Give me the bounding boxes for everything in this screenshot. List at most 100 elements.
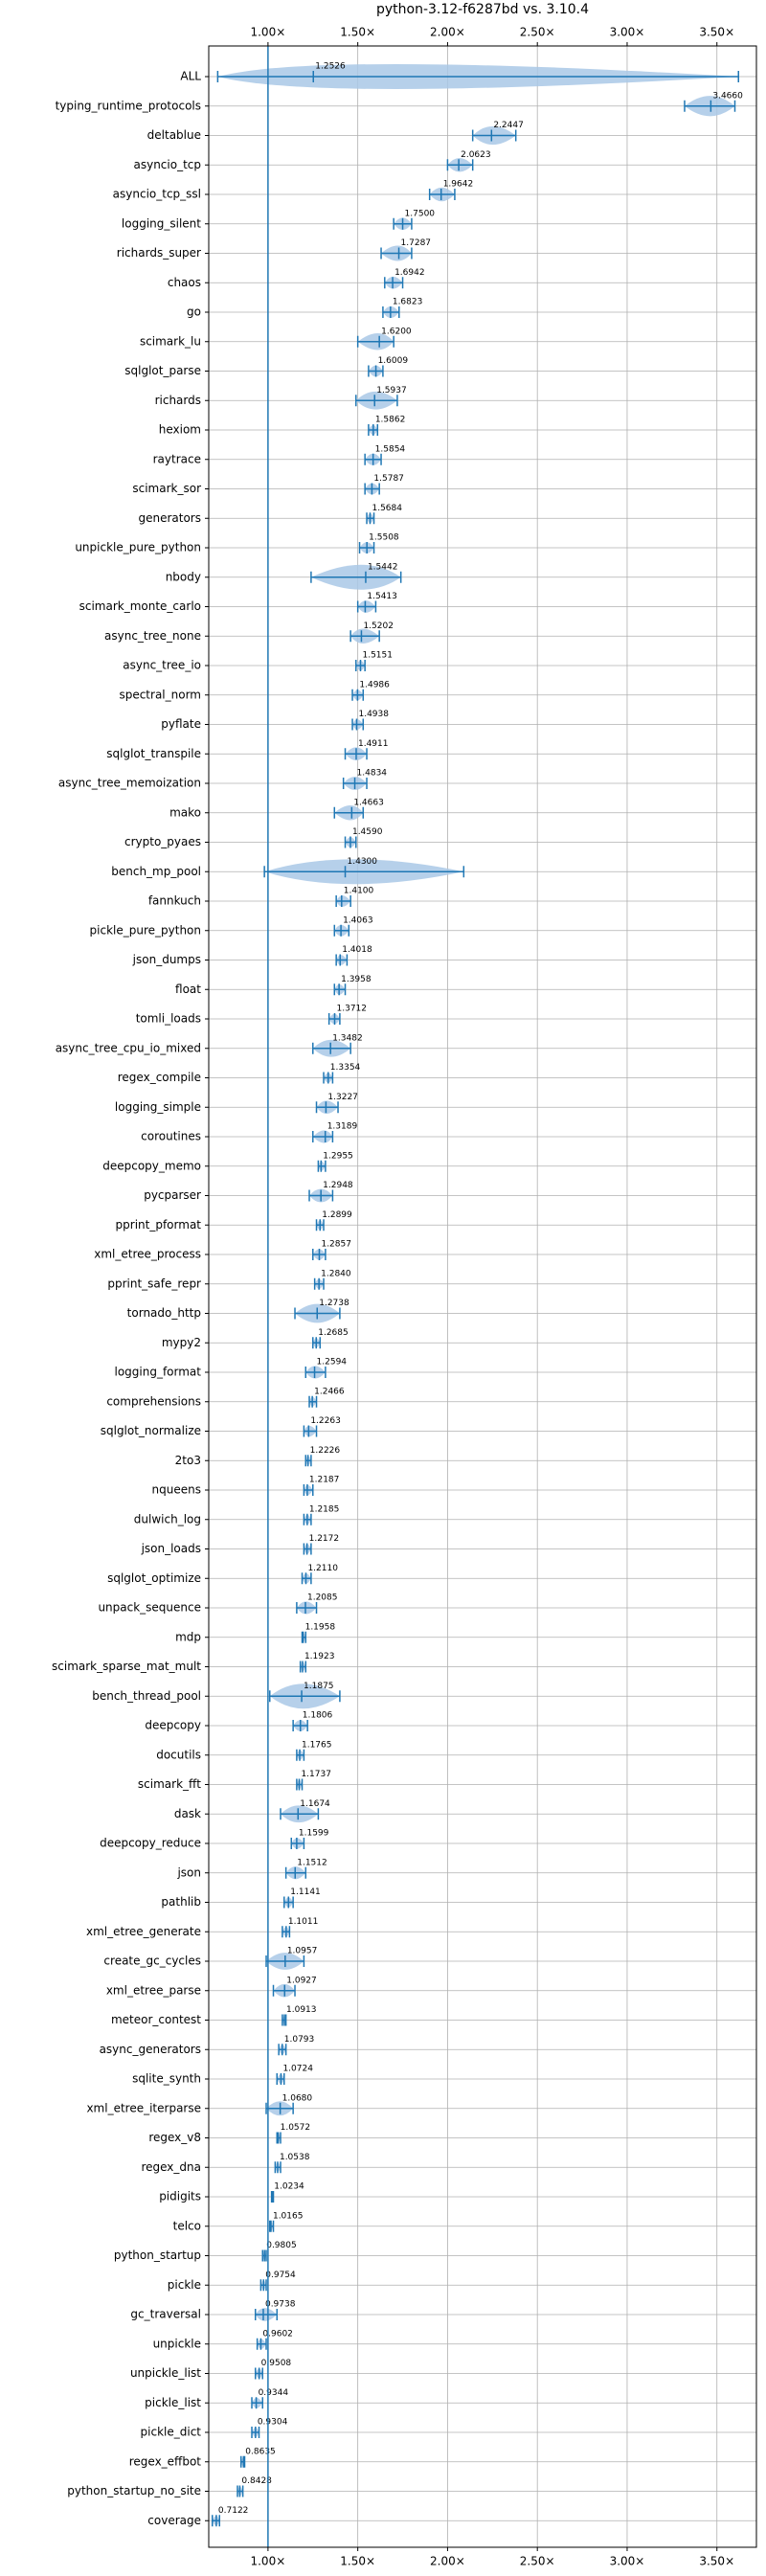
value-label: 1.7500 [405, 209, 436, 218]
y-tick-label: create_gc_cycles [103, 1955, 201, 1968]
value-label: 0.9754 [265, 2271, 296, 2280]
value-label: 1.2594 [317, 1358, 348, 1367]
y-tick-label: mako [169, 805, 201, 819]
y-tick-label: json_loads [141, 1542, 201, 1555]
y-tick-label: regex_v8 [148, 2131, 201, 2144]
y-tick-label: scimark_sparse_mat_mult [52, 1660, 201, 1673]
value-label: 1.4590 [352, 827, 383, 837]
value-label: 1.1806 [303, 1711, 333, 1721]
value-label: 1.2172 [309, 1534, 340, 1544]
value-label: 1.6200 [381, 327, 412, 336]
y-tick-label: regex_compile [118, 1071, 201, 1084]
y-tick-label: hexiom [159, 423, 201, 437]
value-label: 1.4063 [343, 915, 373, 925]
value-label: 1.1875 [304, 1682, 334, 1691]
value-label: 0.9344 [259, 2388, 289, 2398]
x-tick-label: 2.00× [430, 2555, 465, 2568]
y-tick-label: deepcopy_reduce [100, 1837, 201, 1850]
y-tick-label: pycparser [144, 1188, 201, 1202]
y-tick-label: logging_silent [122, 216, 201, 230]
value-label: 1.5442 [368, 562, 398, 572]
y-tick-label: pickle_list [145, 2396, 201, 2409]
y-tick-label: async_tree_memoization [58, 777, 201, 790]
value-label: 1.3227 [327, 1093, 358, 1102]
value-label: 1.0234 [274, 2182, 304, 2192]
y-tick-label: xml_etree_generate [86, 1925, 201, 1938]
y-tick-label: logging_simple [115, 1100, 201, 1114]
y-tick-label: pickle_pure_python [90, 923, 201, 937]
value-label: 2.2447 [493, 121, 524, 130]
y-tick-label: async_tree_cpu_io_mixed [56, 1041, 201, 1054]
value-label: 0.8428 [241, 2476, 272, 2486]
y-tick-label: sqlglot_parse [124, 364, 201, 377]
y-tick-label: logging_format [114, 1366, 201, 1379]
y-tick-label: json_dumps [132, 953, 201, 966]
y-tick-label: pprint_safe_repr [107, 1277, 201, 1290]
y-tick-label: spectral_norm [119, 688, 201, 701]
y-tick-label: scimark_monte_carlo [79, 599, 201, 613]
value-label: 1.2840 [321, 1269, 351, 1278]
value-label: 1.3958 [341, 975, 372, 984]
y-tick-label: regex_dna [141, 2160, 201, 2174]
value-label: 1.4300 [348, 857, 378, 867]
value-label: 1.2085 [307, 1593, 338, 1603]
value-label: 1.0793 [284, 2035, 315, 2045]
y-tick-label: pickle_dict [141, 2426, 202, 2439]
y-tick-label: sqlglot_transpile [106, 747, 201, 760]
value-label: 1.1958 [305, 1622, 336, 1632]
y-tick-label: 2to3 [175, 1454, 201, 1467]
value-label: 1.5862 [375, 416, 406, 425]
y-tick-label: async_tree_io [123, 659, 201, 672]
value-label: 1.0927 [286, 1976, 317, 1985]
value-label: 1.0913 [286, 2005, 317, 2015]
value-label: 1.0165 [273, 2211, 304, 2221]
value-label: 1.2466 [314, 1387, 345, 1396]
x-tick-label: 2.00× [430, 26, 465, 39]
y-tick-label: richards [155, 394, 201, 407]
y-tick-label: nqueens [152, 1483, 201, 1497]
value-label: 1.5413 [367, 592, 397, 601]
x-tick-label: 2.50× [520, 26, 555, 39]
y-tick-label: chaos [168, 276, 201, 289]
y-tick-label: mdp [175, 1630, 201, 1643]
value-label: 0.9805 [266, 2241, 297, 2250]
value-label: 0.7122 [218, 2506, 249, 2516]
value-label: 0.9738 [265, 2300, 296, 2310]
y-tick-label: bench_thread_pool [92, 1689, 201, 1703]
y-tick-label: tomli_loads [136, 1012, 201, 1026]
y-tick-label: bench_mp_pool [111, 865, 201, 878]
value-label: 1.3189 [327, 1122, 358, 1132]
value-label: 1.4986 [359, 680, 390, 689]
y-tick-label: scimark_lu [140, 334, 201, 348]
y-tick-label: asyncio_tcp_ssl [113, 188, 201, 201]
y-tick-label: json [176, 1865, 201, 1879]
y-tick-label: comprehensions [106, 1394, 201, 1408]
x-tick-label: 1.50× [340, 2555, 375, 2568]
value-label: 1.1512 [297, 1858, 327, 1867]
y-tick-label: xml_etree_process [94, 1248, 201, 1261]
x-tick-label: 3.50× [699, 26, 734, 39]
y-tick-label: regex_effbot [129, 2454, 202, 2468]
value-label: 1.5151 [362, 651, 393, 661]
y-tick-label: dask [174, 1807, 201, 1820]
y-tick-label: float [175, 983, 201, 996]
y-tick-label: unpickle_pure_python [75, 541, 201, 554]
value-label: 1.5937 [376, 386, 407, 395]
chart-title: python-3.12-f6287bd vs. 3.10.4 [376, 2, 589, 17]
y-tick-label: ALL [180, 70, 201, 83]
value-label: 1.2857 [321, 1240, 351, 1250]
y-tick-label: pathlib [161, 1895, 201, 1909]
value-label: 1.2185 [309, 1504, 340, 1514]
y-tick-label: python_startup_no_site [67, 2484, 201, 2497]
x-tick-label: 3.00× [610, 26, 645, 39]
value-label: 1.5684 [372, 504, 402, 513]
value-label: 1.1141 [290, 1887, 321, 1897]
value-label: 1.3712 [337, 1005, 368, 1014]
value-label: 1.7287 [401, 238, 432, 248]
y-tick-label: coverage [147, 2514, 201, 2527]
value-label: 1.5787 [373, 474, 404, 484]
y-tick-label: python_startup [114, 2248, 201, 2262]
y-tick-label: asyncio_tcp [133, 158, 201, 171]
y-tick-label: pyflate [161, 717, 201, 731]
